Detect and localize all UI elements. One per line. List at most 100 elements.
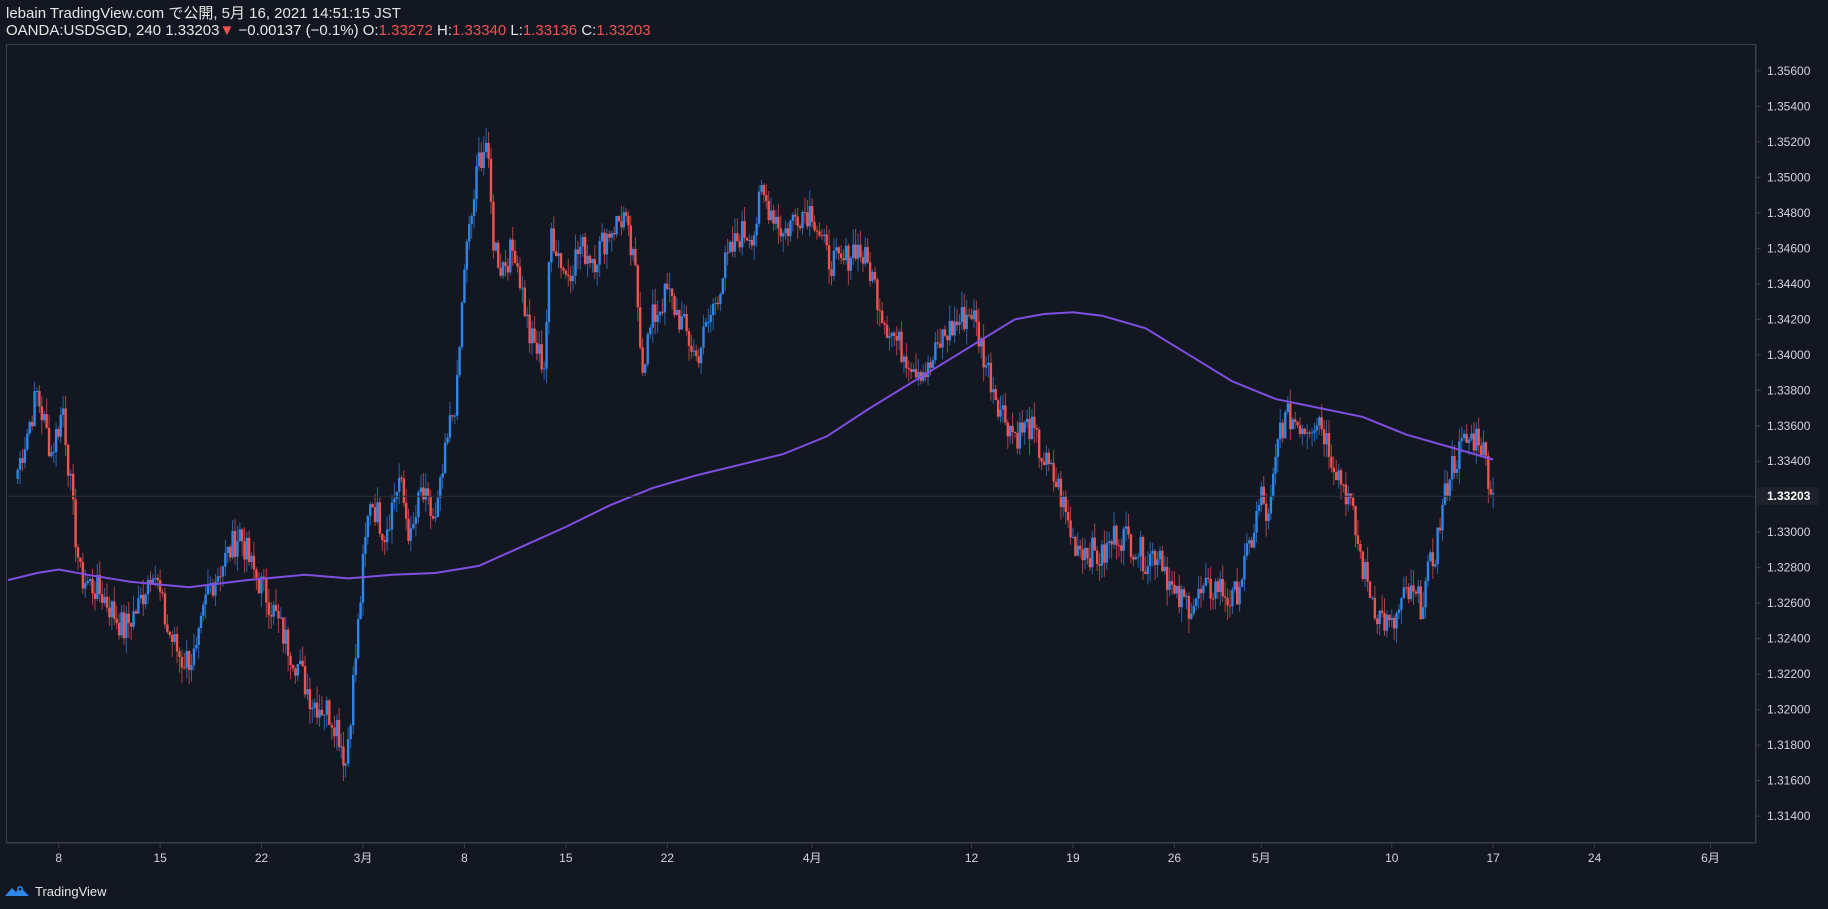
candle (1356, 535, 1360, 545)
candle (1030, 416, 1034, 440)
candle (1240, 579, 1244, 587)
candle (460, 302, 464, 348)
time-tick-label: 22 (661, 851, 675, 865)
candle (733, 233, 737, 252)
candle (183, 667, 186, 669)
candle (975, 310, 978, 322)
candle (151, 578, 155, 585)
candle (854, 244, 857, 259)
candle (559, 253, 563, 269)
time-tick-label: 8 (55, 851, 62, 865)
candle (407, 518, 410, 541)
candle (195, 644, 198, 649)
candle (963, 307, 966, 330)
candle (1127, 526, 1130, 535)
candle (631, 248, 635, 256)
candle (122, 612, 126, 639)
candle (272, 604, 275, 617)
candle (1103, 544, 1106, 563)
candle (784, 228, 787, 234)
candle (547, 262, 551, 322)
symbol-name[interactable]: OANDA:USDSGD, 240 (6, 22, 162, 39)
candle (202, 604, 205, 616)
candle (489, 158, 493, 202)
candle (1298, 425, 1302, 435)
candle (980, 338, 983, 347)
moving-average-line (7, 311, 1494, 589)
candle (412, 523, 415, 529)
candle (252, 555, 256, 570)
candle (1489, 488, 1492, 495)
candle (926, 362, 930, 378)
candle (393, 498, 396, 503)
candle (1236, 581, 1239, 605)
candle (690, 345, 693, 352)
candle (608, 233, 611, 238)
candle (96, 574, 99, 599)
candle (721, 278, 725, 295)
candle (1296, 421, 1299, 426)
candle (1185, 596, 1188, 598)
candle (369, 504, 372, 516)
candle (1402, 587, 1406, 599)
candle (1322, 429, 1326, 445)
candle (494, 242, 498, 251)
candle (1226, 597, 1229, 606)
candle (1028, 418, 1031, 440)
candle (231, 530, 234, 558)
candle (356, 619, 360, 658)
candle (221, 566, 225, 577)
price-tick-label: 1.34600 (1767, 241, 1811, 255)
candle (948, 320, 952, 341)
candle (658, 311, 662, 316)
candle (1339, 470, 1343, 485)
candle (743, 221, 746, 238)
candle (262, 576, 266, 578)
candle (1318, 417, 1321, 426)
candle (738, 241, 741, 248)
candle (1405, 587, 1408, 589)
price-tick-label: 1.31400 (1767, 809, 1811, 823)
candle (1209, 578, 1212, 599)
candle (1194, 598, 1198, 606)
candle (1392, 617, 1396, 629)
candle (1129, 534, 1133, 557)
candle (1153, 550, 1157, 566)
candle (1079, 545, 1082, 550)
candle (228, 546, 232, 558)
candle (52, 451, 55, 453)
candle (760, 185, 763, 192)
candle (579, 246, 582, 255)
candle (35, 390, 39, 392)
candle (455, 375, 459, 416)
footer-brand[interactable]: TradingView (4, 880, 107, 902)
candle (791, 214, 795, 221)
candle (192, 648, 196, 665)
candle (470, 216, 473, 224)
candle (306, 689, 309, 695)
candle (643, 364, 647, 373)
candle (714, 302, 717, 304)
candle (1124, 526, 1128, 529)
candle (704, 322, 708, 327)
candle (72, 473, 75, 500)
time-tick-label: 26 (1168, 851, 1182, 865)
candle (1086, 547, 1089, 559)
candle (477, 152, 481, 167)
candle (1122, 528, 1125, 551)
candle (823, 234, 826, 236)
candle (86, 580, 89, 584)
candle (274, 604, 278, 612)
price-tick-label: 1.31600 (1767, 774, 1811, 788)
candle (267, 602, 271, 615)
candle (1313, 430, 1316, 433)
candle (1366, 562, 1369, 582)
candle (187, 651, 191, 670)
candle (1378, 610, 1381, 625)
candle (344, 763, 347, 766)
candle (651, 304, 654, 328)
candle (441, 473, 444, 478)
candle (1016, 433, 1019, 449)
candle (649, 327, 652, 335)
